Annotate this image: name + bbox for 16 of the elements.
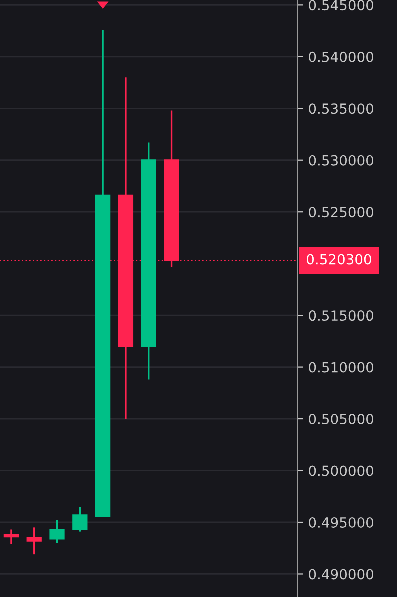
candlestick (72, 506, 88, 533)
y-tick-label: 0.525000 (309, 207, 374, 218)
y-tick-label: 0.545000 (309, 0, 374, 11)
y-tick-label: 0.535000 (309, 104, 374, 114)
y-tick-label: 0.495000 (309, 517, 374, 528)
y-tick-label: 0.505000 (309, 414, 374, 425)
y-tick-label: 0.540000 (309, 52, 374, 62)
candlestick (50, 520, 65, 544)
y-tick-label: 0.530000 (309, 155, 374, 166)
y-tick-label: 0.490000 (309, 569, 374, 580)
y-tick-label: 0.510000 (309, 362, 374, 373)
candlestick (26, 526, 42, 556)
y-tick-label: 0.500000 (309, 466, 374, 476)
candlestick (4, 528, 20, 546)
y-tick-label: 0.515000 (309, 310, 374, 322)
ref-line-label: 0.520300 (307, 254, 372, 265)
